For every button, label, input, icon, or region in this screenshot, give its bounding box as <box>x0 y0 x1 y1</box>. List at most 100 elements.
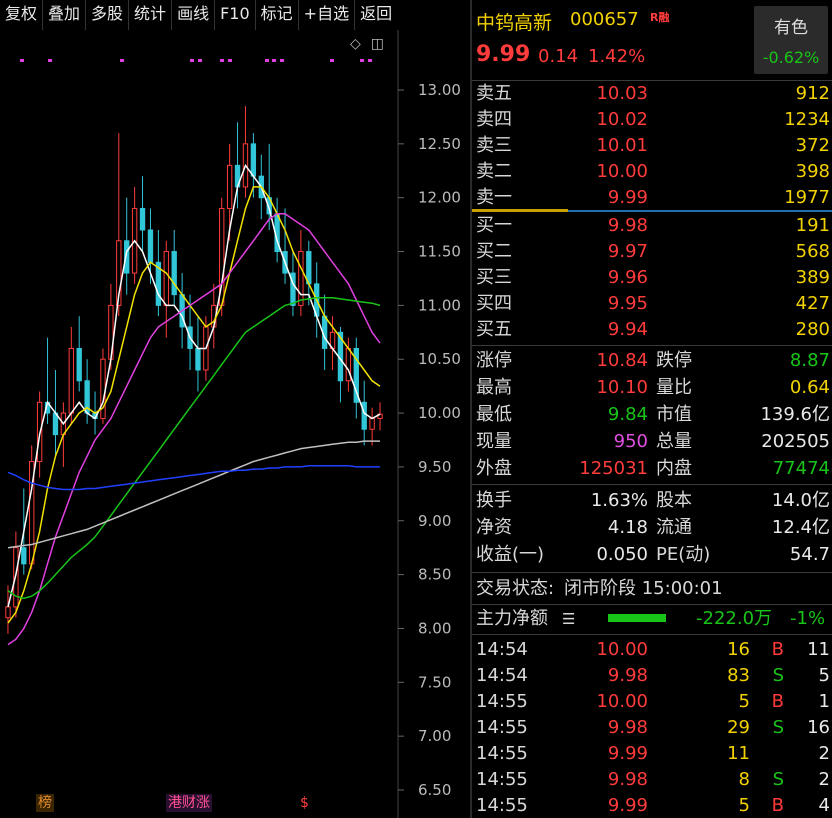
bid-row: 买四 9.95 427 <box>472 291 832 317</box>
tick-time: 14:55 <box>476 743 528 764</box>
stat-label: 总量 <box>656 431 692 452</box>
bid-row: 买二 9.97 568 <box>472 239 832 265</box>
margin-tag: R融 <box>650 11 670 24</box>
ma5-line <box>7 163 381 608</box>
event-dot <box>120 59 124 62</box>
stat-row: 外盘 125031 内盘 77474 <box>472 456 832 482</box>
stock-name[interactable]: 中钨高新 <box>476 12 553 34</box>
fundamental-value: 0.050 <box>596 544 648 565</box>
fundamental-label: 换手 <box>476 490 512 511</box>
candle-body <box>369 417 375 430</box>
fundamental-row: 收益(一) 0.050 PE(动) 54.7 <box>472 542 832 568</box>
stock-code: 000657 <box>570 9 639 30</box>
tick-count: 5 <box>818 665 830 686</box>
divider <box>472 345 832 346</box>
tick-price: 10.00 <box>596 639 648 660</box>
panel-toggle-icon[interactable]: ◫ <box>370 36 385 52</box>
ask-volume: 398 <box>795 161 830 182</box>
stat-label: 最低 <box>476 404 512 425</box>
fundamental-label: PE(动) <box>656 544 711 565</box>
tick-price: 9.99 <box>607 795 648 816</box>
list-icon[interactable]: ☰ <box>562 610 576 628</box>
tick-side: B <box>771 639 784 660</box>
stat-row: 现量 950 总量 202505 <box>472 429 832 455</box>
candle-body <box>155 261 162 306</box>
tick-row: 14:55 9.98 29 S 16 <box>472 715 832 741</box>
main-flow-row[interactable]: 主力净额 ☰ -222.0万 -1% <box>472 606 832 632</box>
tick-count: 2 <box>818 743 830 764</box>
last-price: 9.99 <box>476 42 531 67</box>
tick-count: 16 <box>807 717 830 738</box>
toolbar-draw-line-button[interactable]: 画线 <box>172 0 216 30</box>
bid-volume: 280 <box>795 319 830 340</box>
divider <box>472 484 832 485</box>
candle-body <box>195 347 201 371</box>
candle-body <box>377 413 383 419</box>
divider <box>472 604 832 605</box>
tick-volume: 83 <box>727 665 750 686</box>
tick-row: 14:55 10.00 5 B 1 <box>472 689 832 715</box>
event-dot <box>272 59 276 62</box>
divider <box>472 80 832 81</box>
main-flow-label: 主力净额 <box>476 608 548 629</box>
tick-volume: 8 <box>738 769 750 790</box>
tick-side: B <box>771 691 784 712</box>
kline-panel[interactable]: 复权 叠加 多股 统计 画线 F10 标记 +自选 返回 ◇ ◫ 13.00 12… <box>0 0 470 818</box>
tick-time: 14:54 <box>476 665 528 686</box>
fundamental-row: 净资 4.18 流通 12.4亿 <box>472 515 832 541</box>
marker-s[interactable]: $ <box>300 795 309 811</box>
sector-box[interactable]: 有色 -0.62% <box>754 6 828 74</box>
y-tick-label: 12.50 <box>418 135 461 153</box>
event-dot <box>360 59 364 62</box>
marker-bang[interactable]: 榜 <box>36 794 54 812</box>
toolbar-f10-button[interactable]: F10 <box>215 0 256 30</box>
ma120-line <box>7 440 380 549</box>
stat-row: 涨停 10.84 跌停 8.87 <box>472 348 832 374</box>
fundamental-label: 流通 <box>656 517 692 538</box>
toolbar-overlay-button[interactable]: 叠加 <box>43 0 87 30</box>
toolbar-back-button[interactable]: 返回 <box>360 4 393 23</box>
stat-label: 市值 <box>656 404 692 425</box>
stat-row: 最高 10.10 量比 0.64 <box>472 375 832 401</box>
toolbar-multi-stock-button[interactable]: 多股 <box>86 0 130 30</box>
bid-label: 买三 <box>476 267 512 288</box>
bid-ask-divider-accent <box>472 209 568 212</box>
fundamental-row: 换手 1.63% 股本 14.0亿 <box>472 488 832 514</box>
toolbar-add-watchlist-button[interactable]: +自选 <box>299 0 356 30</box>
marker-gang-cai-zhang[interactable]: 港财涨 <box>166 794 212 812</box>
chart-toolbar: 复权 叠加 多股 统计 画线 F10 标记 +自选 返回 <box>0 0 470 30</box>
tick-time: 14:55 <box>476 795 528 816</box>
kline-chart[interactable]: 13.00 12.50 12.00 11.50 11.00 10.50 10.00 9.50 9… <box>0 30 470 818</box>
candle-body <box>76 347 82 382</box>
bid-row: 买三 9.96 389 <box>472 265 832 291</box>
candle-body <box>163 251 169 306</box>
fundamental-value: 14.0亿 <box>771 490 830 511</box>
diamond-icon[interactable]: ◇ <box>350 36 361 52</box>
bid-price: 9.98 <box>607 215 648 236</box>
tick-side: S <box>772 769 784 790</box>
bid-label: 买二 <box>476 241 512 262</box>
stat-label: 跌停 <box>656 350 692 371</box>
event-dot <box>198 59 202 62</box>
y-tick-label: 13.00 <box>418 81 461 99</box>
ask-label: 卖五 <box>476 83 512 104</box>
chart-tools: ◇ ◫ <box>350 36 384 52</box>
stat-value: 202505 <box>761 431 830 452</box>
ma10-line <box>7 186 381 624</box>
tick-price: 9.98 <box>607 665 648 686</box>
toolbar-mark-button[interactable]: 标记 <box>256 0 299 30</box>
event-dot <box>48 59 52 62</box>
main-flow-pct: -1% <box>790 608 826 629</box>
bid-label: 买五 <box>476 319 512 340</box>
toolbar-stats-button[interactable]: 统计 <box>129 0 173 30</box>
ma60-line <box>7 297 381 600</box>
stat-value: 10.10 <box>596 377 648 398</box>
toolbar-fuquan-button[interactable]: 复权 <box>0 0 44 30</box>
trade-status-value: 闭市阶段 15:00:01 <box>564 578 723 599</box>
tick-row: 14:55 9.99 11 2 <box>472 741 832 767</box>
price-change: 0.14 <box>538 46 579 67</box>
ma-lines <box>7 163 381 646</box>
tick-volume: 16 <box>727 639 750 660</box>
ask-row: 卖三 10.01 372 <box>472 133 832 159</box>
stat-value: 139.6亿 <box>760 404 830 425</box>
